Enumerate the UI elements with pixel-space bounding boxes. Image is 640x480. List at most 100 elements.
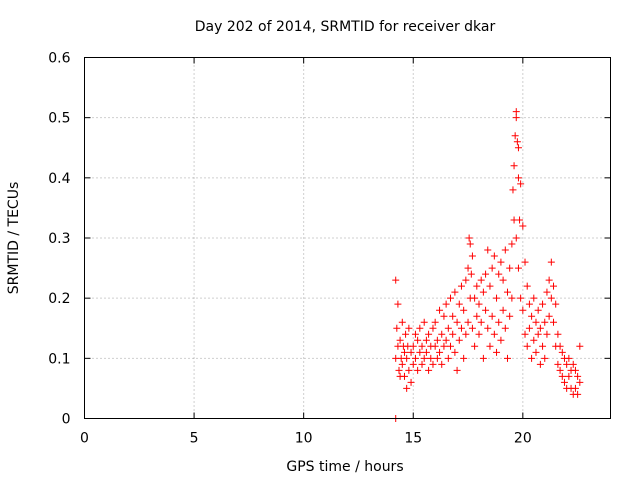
data-point <box>563 360 571 368</box>
data-point <box>451 288 459 296</box>
data-point <box>393 324 401 332</box>
data-point <box>506 312 514 320</box>
data-point <box>519 222 527 230</box>
data-point <box>517 294 525 302</box>
data-point <box>565 372 573 380</box>
data-point <box>414 336 422 344</box>
data-point <box>550 282 558 290</box>
data-point <box>438 360 446 368</box>
data-point <box>556 366 564 374</box>
data-point <box>427 354 435 362</box>
data-point <box>479 354 487 362</box>
data-point <box>407 348 415 356</box>
data-point <box>514 174 522 182</box>
y-tick-label: 0.2 <box>48 291 70 307</box>
data-point <box>420 354 428 362</box>
y-tick-label: 0.1 <box>48 351 70 367</box>
data-point <box>534 306 542 314</box>
data-point <box>409 342 417 350</box>
data-point <box>457 282 465 290</box>
data-point <box>576 378 584 386</box>
data-point <box>395 366 403 374</box>
data-point <box>484 324 492 332</box>
data-points <box>392 108 584 422</box>
data-point <box>464 264 472 272</box>
data-point <box>403 384 411 392</box>
data-point <box>400 372 408 380</box>
data-point <box>539 300 547 308</box>
data-point <box>396 336 404 344</box>
data-point <box>495 270 503 278</box>
tick-labels: 0 0.1 0.2 0.3 0.4 0.5 0.6 0 5 10 15 20 <box>48 51 532 447</box>
data-point <box>411 330 419 338</box>
data-point <box>453 366 461 374</box>
data-point <box>479 288 487 296</box>
data-point <box>429 360 437 368</box>
data-point <box>473 312 481 320</box>
data-point <box>523 282 531 290</box>
data-point <box>451 348 459 356</box>
data-point <box>506 264 514 272</box>
data-point <box>457 324 465 332</box>
data-point <box>422 348 430 356</box>
data-point <box>475 330 483 338</box>
data-point <box>398 318 406 326</box>
data-point <box>400 348 408 356</box>
x-axis-label: GPS time / hours <box>286 459 403 475</box>
data-point <box>449 312 457 320</box>
data-point <box>558 372 566 380</box>
data-point <box>528 312 536 320</box>
data-point <box>402 330 410 338</box>
data-point <box>442 336 450 344</box>
data-point <box>416 324 424 332</box>
data-point <box>436 306 444 314</box>
data-point <box>565 354 573 362</box>
data-point <box>486 282 494 290</box>
data-point <box>429 324 437 332</box>
x-tick-label: 15 <box>404 431 422 447</box>
data-point <box>569 360 577 368</box>
data-point <box>536 360 544 368</box>
data-point <box>521 330 529 338</box>
data-point <box>497 258 505 266</box>
data-point <box>530 294 538 302</box>
data-point <box>455 336 463 344</box>
data-point <box>519 306 527 314</box>
data-point <box>539 342 547 350</box>
data-point <box>462 330 470 338</box>
y-tick-label: 0.3 <box>48 231 70 247</box>
data-point <box>411 354 419 362</box>
data-point <box>453 318 461 326</box>
data-point <box>525 300 533 308</box>
data-point <box>438 330 446 338</box>
data-point <box>558 348 566 356</box>
data-point <box>503 288 511 296</box>
data-point <box>534 330 542 338</box>
data-point <box>471 294 479 302</box>
data-point <box>394 300 402 308</box>
data-point <box>477 276 485 284</box>
data-point <box>517 180 525 188</box>
data-point <box>545 276 553 284</box>
data-point <box>560 378 568 386</box>
data-point <box>465 234 473 242</box>
data-point <box>510 162 518 170</box>
data-point <box>407 378 415 386</box>
data-point <box>447 342 455 350</box>
y-tick-label: 0 <box>62 412 71 428</box>
data-point <box>511 132 519 140</box>
data-point <box>464 318 472 326</box>
data-point <box>488 264 496 272</box>
data-point <box>552 300 560 308</box>
data-point <box>547 258 555 266</box>
data-point <box>530 336 538 344</box>
data-point <box>405 324 413 332</box>
data-point <box>473 282 481 290</box>
data-point <box>514 264 522 272</box>
data-point <box>466 240 474 248</box>
grid-lines <box>84 57 611 419</box>
data-point <box>420 318 428 326</box>
data-point <box>523 342 531 350</box>
data-point <box>431 318 439 326</box>
chart-title: Day 202 of 2014, SRMTID for receiver dka… <box>195 19 496 35</box>
